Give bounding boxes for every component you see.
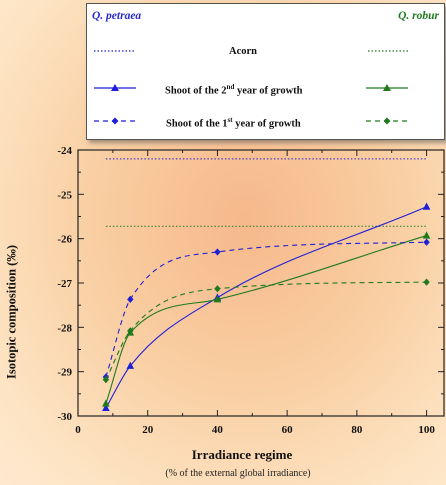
x-axis-label: Irradiance regime xyxy=(191,447,293,462)
legend-label-1st-year: Shoot of the 1st year of growth xyxy=(166,116,301,130)
data-point-4-1 xyxy=(127,295,134,304)
y-tick-label: -24 xyxy=(57,145,72,157)
data-point-3-0 xyxy=(102,399,110,407)
data-point-4-2 xyxy=(214,248,221,256)
y-tick-label: -30 xyxy=(57,411,72,423)
data-point-3-3 xyxy=(422,231,431,239)
data-point-3-2 xyxy=(213,295,222,303)
series-line-3 xyxy=(105,235,427,404)
y-tick-label: -25 xyxy=(57,189,72,201)
data-point-4-3 xyxy=(423,238,430,246)
y-tick-label: -28 xyxy=(57,322,72,334)
y-tick-label: -27 xyxy=(57,278,72,290)
series-line-2 xyxy=(105,206,427,409)
legend-swatches xyxy=(94,50,408,125)
data-point-5-3 xyxy=(423,278,430,286)
y-tick-label: -26 xyxy=(57,234,72,246)
series-line-5 xyxy=(105,281,427,380)
data-point-2-1 xyxy=(126,361,135,369)
plot-area: -30 -29 -28 -27 -26 -25 -24 0 20 40 60 80 100 xyxy=(57,145,445,436)
legend-marker-2nd-petraea xyxy=(111,84,119,91)
x-tick-label: 60 xyxy=(282,424,294,436)
x-tick-label: 0 xyxy=(75,424,81,436)
legend-species-petraea: Q. petraea xyxy=(92,10,142,22)
data-point-2-3 xyxy=(422,202,431,210)
legend-label-2nd-year: Shoot of the 2nd year of growth xyxy=(165,83,303,97)
x-tick-label: 40 xyxy=(212,424,224,436)
y-tick-label: -29 xyxy=(57,367,72,379)
legend-marker-1st-petraea xyxy=(111,117,119,125)
data-point-2-0 xyxy=(102,403,110,412)
data-point-5-1 xyxy=(127,327,134,335)
x-axis-sublabel: (% of the external global irradiance) xyxy=(165,468,311,479)
legend-label-acorn: Acorn xyxy=(229,46,257,57)
x-tick-label: 20 xyxy=(142,424,154,436)
x-tick-label: 100 xyxy=(418,424,435,436)
y-axis-label: Isotopic composition (‰) xyxy=(4,244,19,380)
x-tick-label: 80 xyxy=(351,424,363,436)
data-point-5-0 xyxy=(102,376,110,384)
data-point-5-2 xyxy=(214,285,221,293)
legend: Q. petraea Q. robur Acorn Shoot of the 2… xyxy=(86,3,445,140)
legend-marker-1st-robur xyxy=(383,117,391,125)
legend-species-robur: Q. robur xyxy=(398,10,439,22)
series-line-4 xyxy=(105,241,427,378)
legend-marker-2nd-robur xyxy=(383,84,391,91)
